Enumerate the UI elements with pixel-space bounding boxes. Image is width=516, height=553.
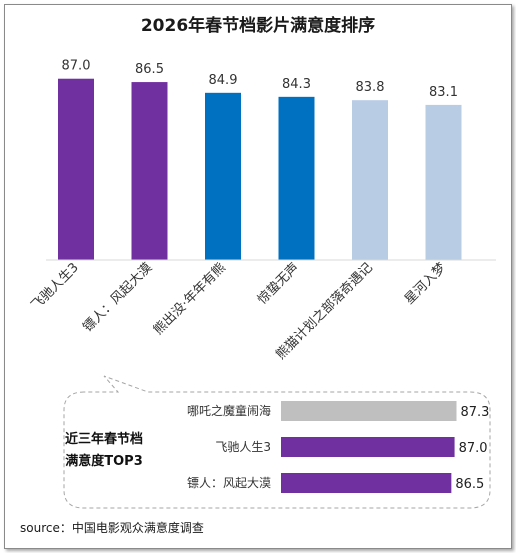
inset-bar-3 xyxy=(281,473,452,493)
bar-4 xyxy=(278,96,315,260)
bar-value-label-1: 87.0 xyxy=(62,59,91,74)
bar-6 xyxy=(425,104,462,261)
bar-value-label-4: 84.3 xyxy=(282,77,311,92)
inset-bar-series: 哪吒之魔童闹海 87.3 飞驰人生3 87.0 镖人：风起大漠 86.5 xyxy=(187,401,489,493)
inset-title-line-1: 近三年春节档 xyxy=(65,431,143,447)
inset-bar-1 xyxy=(281,401,457,421)
bar-1 xyxy=(58,78,94,260)
bar-2 xyxy=(131,82,168,260)
category-label-3: 熊出没·年年有熊 xyxy=(150,260,229,339)
inset-category-label-1: 哪吒之魔童闹海 xyxy=(187,403,271,418)
bar-3 xyxy=(205,92,241,260)
chart-title: 2026年春节档影片满意度排序 xyxy=(141,15,375,36)
category-label-4: 惊蛰无声 xyxy=(255,260,302,307)
inset-title-line-2: 满意度TOP3 xyxy=(65,453,143,469)
category-label-1: 飞驰人生3 xyxy=(29,260,82,313)
bar-value-label-6: 83.1 xyxy=(429,85,458,100)
inset-value-label-1: 87.3 xyxy=(461,405,490,420)
bar-value-label-2: 86.5 xyxy=(135,62,164,77)
inset-value-label-2: 87.0 xyxy=(459,441,488,456)
category-label-6: 星河入梦 xyxy=(402,260,449,307)
category-label-2: 镖人：风起大漠 xyxy=(80,260,156,336)
inset-category-label-2: 飞驰人生3 xyxy=(215,440,271,454)
inset-category-label-3: 镖人：风起大漠 xyxy=(187,475,271,490)
inset-bar-2 xyxy=(281,437,455,457)
bar-value-label-3: 84.9 xyxy=(209,73,238,88)
source-note: source：中国电影观众满意度调查 xyxy=(20,520,204,535)
bar-5 xyxy=(352,100,388,260)
main-bar-series: 87.0 86.5 84.9 84.3 83.8 83.1 xyxy=(58,59,462,261)
bar-value-label-5: 83.8 xyxy=(356,80,385,95)
inset-value-label-3: 86.5 xyxy=(455,477,484,492)
